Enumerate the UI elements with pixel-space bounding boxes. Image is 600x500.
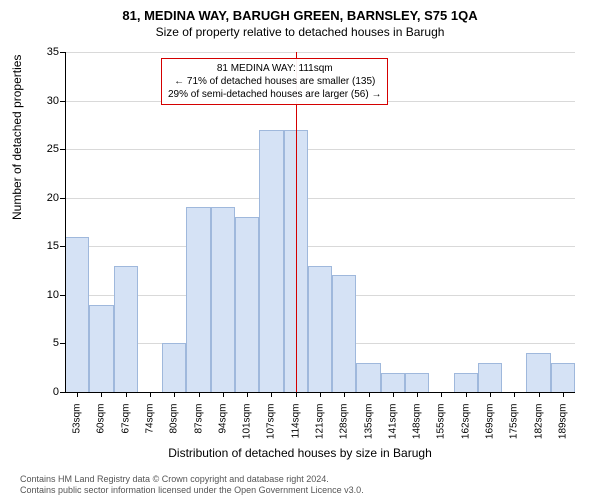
chart-container: 81, MEDINA WAY, BARUGH GREEN, BARNSLEY, … <box>0 0 600 500</box>
histogram-bar <box>526 353 550 392</box>
grid-line <box>65 198 575 199</box>
histogram-bar <box>186 207 210 392</box>
histogram-bar <box>211 207 235 392</box>
x-axis <box>65 392 575 393</box>
y-tick-label: 30 <box>19 95 59 107</box>
footer-attribution: Contains HM Land Registry data © Crown c… <box>20 474 364 496</box>
histogram-bar <box>259 130 283 392</box>
y-axis <box>65 52 66 392</box>
chart-subtitle: Size of property relative to detached ho… <box>0 25 600 39</box>
y-tick-label: 25 <box>19 143 59 155</box>
histogram-bar <box>332 275 356 392</box>
x-axis-label: Distribution of detached houses by size … <box>0 446 600 460</box>
histogram-bar <box>454 373 478 392</box>
grid-line <box>65 246 575 247</box>
histogram-bar <box>356 363 380 392</box>
y-tick-label: 35 <box>19 46 59 58</box>
histogram-bar <box>162 343 186 392</box>
histogram-bar <box>381 373 405 392</box>
y-tick-label: 5 <box>19 337 59 349</box>
plot-area: 0510152025303553sqm60sqm67sqm74sqm80sqm8… <box>65 52 575 392</box>
histogram-bar <box>308 266 332 392</box>
grid-line <box>65 52 575 53</box>
histogram-bar <box>89 305 113 392</box>
callout-box: 81 MEDINA WAY: 111sqm← 71% of detached h… <box>161 58 388 105</box>
histogram-bar <box>235 217 259 392</box>
callout-line: 81 MEDINA WAY: 111sqm <box>168 62 381 75</box>
y-tick-label: 15 <box>19 240 59 252</box>
histogram-bar <box>65 237 89 392</box>
callout-line: 29% of semi-detached houses are larger (… <box>168 88 381 101</box>
y-tick-label: 10 <box>19 289 59 301</box>
histogram-bar <box>551 363 575 392</box>
footer-line-2: Contains public sector information licen… <box>20 485 364 496</box>
grid-line <box>65 149 575 150</box>
histogram-bar <box>478 363 502 392</box>
y-tick-label: 0 <box>19 386 59 398</box>
histogram-bar <box>114 266 138 392</box>
y-tick-label: 20 <box>19 192 59 204</box>
histogram-bar <box>405 373 429 392</box>
chart-title: 81, MEDINA WAY, BARUGH GREEN, BARNSLEY, … <box>0 0 600 23</box>
footer-line-1: Contains HM Land Registry data © Crown c… <box>20 474 364 485</box>
callout-line: ← 71% of detached houses are smaller (13… <box>168 75 381 88</box>
